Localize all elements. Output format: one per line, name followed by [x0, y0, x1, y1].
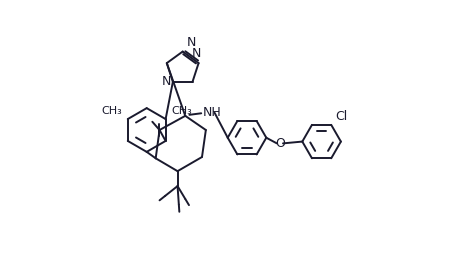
Text: O: O — [275, 137, 285, 150]
Text: Cl: Cl — [336, 110, 347, 123]
Text: NH: NH — [203, 106, 221, 119]
Text: N: N — [192, 47, 201, 60]
Text: CH₃: CH₃ — [101, 107, 122, 116]
Text: N: N — [187, 36, 196, 49]
Text: N: N — [161, 75, 171, 88]
Text: CH₃: CH₃ — [171, 107, 192, 116]
